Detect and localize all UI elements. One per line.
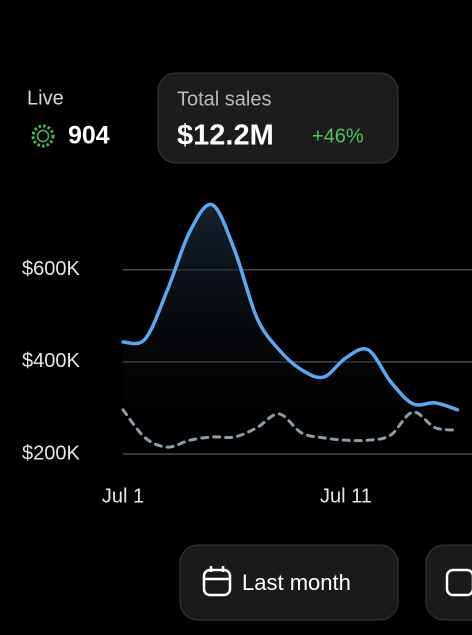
x-tick-label: Jul 11 [320, 485, 372, 507]
total-sales-card[interactable] [157, 72, 399, 164]
y-tick-label: $600K [22, 258, 80, 280]
total-sales-label: Total sales [177, 88, 272, 110]
y-tick-label: $200K [22, 442, 80, 464]
live-count: 904 [68, 122, 110, 150]
secondary-icon [445, 568, 472, 597]
chart: $200K $400K $600K Jul 1 Jul 11 [22, 202, 472, 507]
plot [121, 202, 460, 454]
total-sales-change: +46% [312, 125, 364, 147]
x-tick-label: Jul 1 [102, 485, 144, 507]
calendar-icon [202, 566, 232, 597]
area [123, 204, 458, 454]
series-line [121, 202, 460, 412]
period-button-label: Last month [242, 570, 351, 595]
live-label: Live [27, 87, 64, 109]
live-icon [31, 124, 55, 148]
period-button[interactable] [179, 544, 399, 621]
series-line [121, 408, 460, 449]
live-icon-core [36, 129, 50, 143]
y-tick-label: $400K [22, 350, 80, 372]
secondary-button[interactable] [425, 544, 472, 621]
total-sales-value: $12.2M [177, 120, 274, 152]
